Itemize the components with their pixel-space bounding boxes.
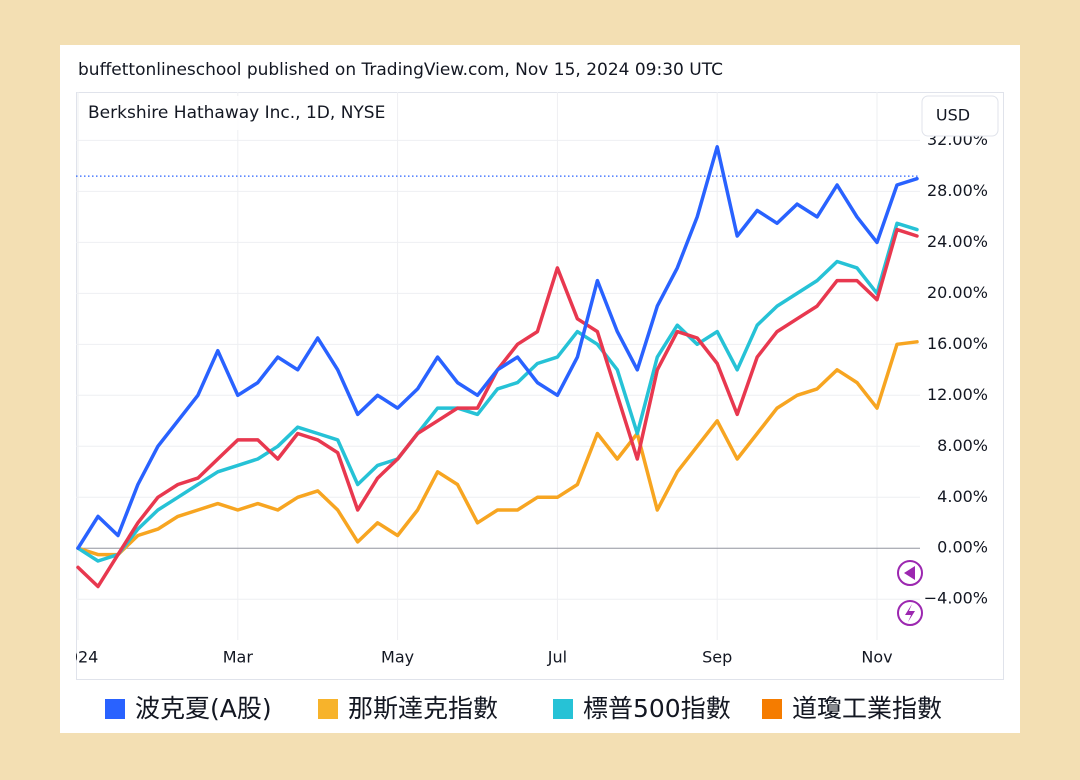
legend-swatch bbox=[105, 699, 125, 719]
y-tick-label: 20.00% bbox=[927, 283, 988, 302]
card bbox=[60, 45, 1020, 733]
legend-label: 標普500指數 bbox=[583, 694, 731, 723]
y-tick-label: −4.00% bbox=[924, 589, 988, 608]
series-line bbox=[76, 221, 919, 563]
legend-label: 波克夏(A股) bbox=[135, 694, 272, 723]
legend-label: 那斯達克指數 bbox=[348, 694, 498, 723]
y-tick-label: 24.00% bbox=[927, 232, 988, 251]
y-tick-label: 4.00% bbox=[937, 487, 988, 506]
x-tick-label: Jul bbox=[547, 648, 567, 667]
byline: buffettonlineschool published on Trading… bbox=[78, 60, 723, 80]
y-tick-label: 28.00% bbox=[927, 181, 988, 200]
x-tick-label: 2024 bbox=[58, 648, 99, 667]
y-tick-label: 8.00% bbox=[937, 436, 988, 455]
x-tick-label: Sep bbox=[702, 648, 732, 667]
legend-label: 道瓊工業指數 bbox=[792, 694, 942, 723]
chart-frame bbox=[76, 92, 1004, 680]
y-tick-label: 16.00% bbox=[927, 334, 988, 353]
y-tick-label: 12.00% bbox=[927, 385, 988, 404]
series-line bbox=[76, 145, 919, 550]
legend-swatch bbox=[762, 699, 782, 719]
title-bg bbox=[85, 96, 395, 130]
legend: 波克夏(A股) 那斯達克指數 標普500指數 道瓊工業指數 bbox=[105, 694, 942, 723]
currency: USD bbox=[936, 106, 970, 125]
legend-swatch bbox=[553, 699, 573, 719]
event-icon-glyph bbox=[905, 604, 915, 622]
axes: −4.00% 0.00% 4.00% 8.00% 12.00% 16.00% 20.00% 2… bbox=[58, 130, 988, 667]
x-tick-label: Nov bbox=[861, 648, 892, 667]
x-tick-label: Mar bbox=[223, 648, 254, 667]
currency-button[interactable] bbox=[921, 95, 999, 137]
series-line bbox=[76, 340, 919, 557]
y-tick-label: 0.00% bbox=[937, 538, 988, 557]
grid bbox=[76, 92, 920, 640]
event-icon-glyph bbox=[904, 566, 915, 580]
chart-title: Berkshire Hathaway Inc., 1D, NYSE bbox=[88, 103, 385, 123]
plot bbox=[76, 145, 920, 589]
legend-swatch bbox=[318, 699, 338, 719]
x-tick-label: May bbox=[381, 648, 414, 667]
